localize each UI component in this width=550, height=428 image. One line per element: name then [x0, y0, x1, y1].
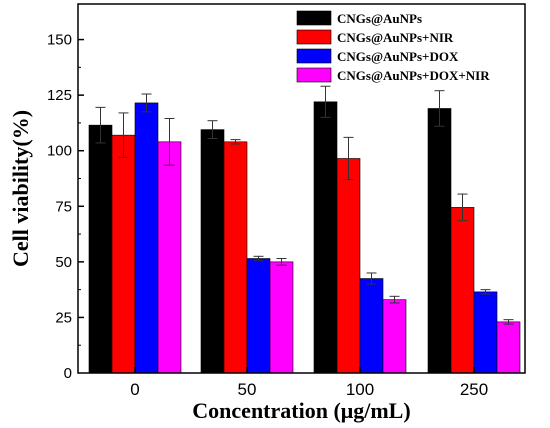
bars-layer — [88, 85, 521, 374]
bar-cngs-aunps-dox-250 — [473, 291, 498, 374]
legend-swatch — [296, 29, 332, 45]
x-tick-label: 0 — [130, 380, 139, 399]
legend-label: CNGs@AuNPs+NIR — [337, 30, 454, 45]
y-tick-label: 0 — [64, 365, 72, 382]
bar-cngs-aunps-dox-nir-0 — [157, 141, 182, 374]
y-tick-label: 100 — [47, 143, 72, 160]
legend-label: CNGs@AuNPs — [337, 11, 422, 26]
bar-cngs-aunps-nir-0 — [111, 134, 136, 374]
y-axis: 25 50 75 100 125 150 0 — [47, 32, 84, 382]
legend-label: CNGs@AuNPs+DOX — [337, 49, 459, 64]
bar-cngs-aunps-dox-100 — [359, 278, 384, 374]
legend-swatch — [296, 67, 332, 83]
x-axis-title: Concentration (μg/mL) — [192, 398, 410, 423]
error-bar — [230, 139, 241, 145]
bar-cngs-aunps-dox-nir-50 — [269, 261, 294, 374]
legend-swatch — [296, 48, 332, 64]
legend-swatch — [296, 10, 332, 26]
error-bar — [480, 289, 491, 295]
bar-cngs-aunps-dox-0 — [134, 102, 159, 374]
y-tick-label: 150 — [47, 32, 72, 49]
bar-cngs-aunps-0 — [88, 124, 113, 374]
x-axis: 0 50 100 250 — [130, 367, 488, 399]
legend: CNGs@AuNPs CNGs@AuNPs+NIR CNGs@AuNPs+DOX CN… — [296, 10, 490, 83]
error-bar — [434, 90, 445, 127]
legend-label: CNGs@AuNPs+DOX+NIR — [337, 68, 490, 83]
error-bar — [141, 93, 152, 113]
x-tick-label: 100 — [346, 380, 374, 399]
bar-cngs-aunps-50 — [200, 129, 225, 374]
x-tick-label: 250 — [460, 380, 488, 399]
bar-cngs-aunps-nir-250 — [450, 207, 475, 374]
error-bar — [320, 85, 331, 118]
bar-cngs-aunps-dox-50 — [246, 258, 271, 374]
error-bar — [503, 319, 514, 325]
bar-cngs-aunps-nir-100 — [336, 158, 361, 374]
y-tick-label: 50 — [55, 254, 72, 271]
error-bar — [457, 193, 468, 222]
plot-area-frame — [77, 3, 526, 374]
error-bar — [276, 258, 287, 266]
error-bar — [207, 120, 218, 139]
y-tick-label: 75 — [55, 198, 72, 215]
error-bar — [118, 112, 129, 158]
error-bar — [164, 117, 175, 166]
error-bar — [343, 136, 354, 181]
bar-cngs-aunps-dox-nir-100 — [382, 299, 407, 374]
bar-cngs-aunps-100 — [313, 101, 338, 374]
y-tick-label: 125 — [47, 87, 72, 104]
error-bar — [95, 106, 106, 144]
x-tick-label: 50 — [238, 380, 257, 399]
error-bar — [253, 255, 264, 262]
y-tick-label: 25 — [55, 309, 72, 326]
bar-cngs-aunps-dox-nir-250 — [496, 321, 521, 374]
error-bar — [366, 272, 377, 285]
y-axis-title: Cell viability(%) — [8, 110, 33, 267]
error-bar — [389, 295, 400, 304]
bar-cngs-aunps-250 — [427, 108, 452, 374]
bar-cngs-aunps-nir-50 — [223, 141, 248, 374]
